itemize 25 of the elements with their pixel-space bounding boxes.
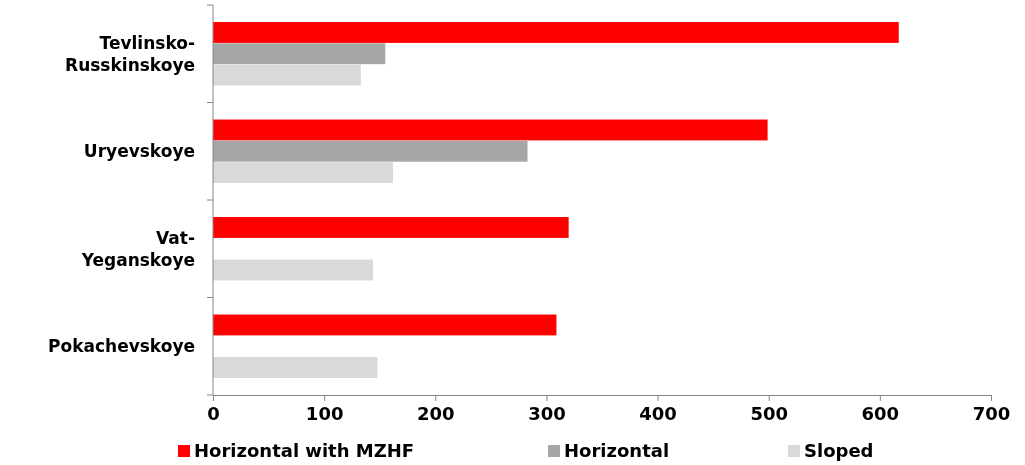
legend-label: Horizontal bbox=[564, 440, 670, 462]
bar bbox=[213, 119, 768, 141]
bar bbox=[213, 162, 394, 183]
bar bbox=[213, 259, 374, 281]
y-tick-label: Vat-Yeganskoye bbox=[80, 227, 195, 270]
legend-label: Sloped bbox=[804, 440, 874, 462]
x-tick-label: 400 bbox=[639, 403, 677, 425]
y-tick-label: Pokachevskoye bbox=[48, 336, 195, 357]
x-tick-label: 300 bbox=[528, 403, 566, 425]
bar bbox=[213, 43, 386, 65]
bar bbox=[213, 140, 528, 162]
y-tick-label: Uryevskoye bbox=[83, 141, 195, 162]
x-tick-label: 700 bbox=[972, 403, 1011, 425]
y-tick-label: Tevlinsko-Russkinskoye bbox=[65, 32, 195, 75]
x-tick-label: 100 bbox=[305, 403, 344, 425]
bar bbox=[213, 22, 899, 43]
x-tick-label: 600 bbox=[861, 403, 900, 425]
x-tick-label: 0 bbox=[207, 403, 220, 425]
legend-label: Horizontal with MZHF bbox=[194, 440, 415, 462]
bar bbox=[213, 217, 569, 238]
x-tick-label: 200 bbox=[417, 403, 455, 425]
bar bbox=[213, 357, 378, 378]
bar bbox=[213, 314, 557, 336]
bar bbox=[213, 64, 361, 86]
x-tick-label: 500 bbox=[750, 403, 788, 425]
